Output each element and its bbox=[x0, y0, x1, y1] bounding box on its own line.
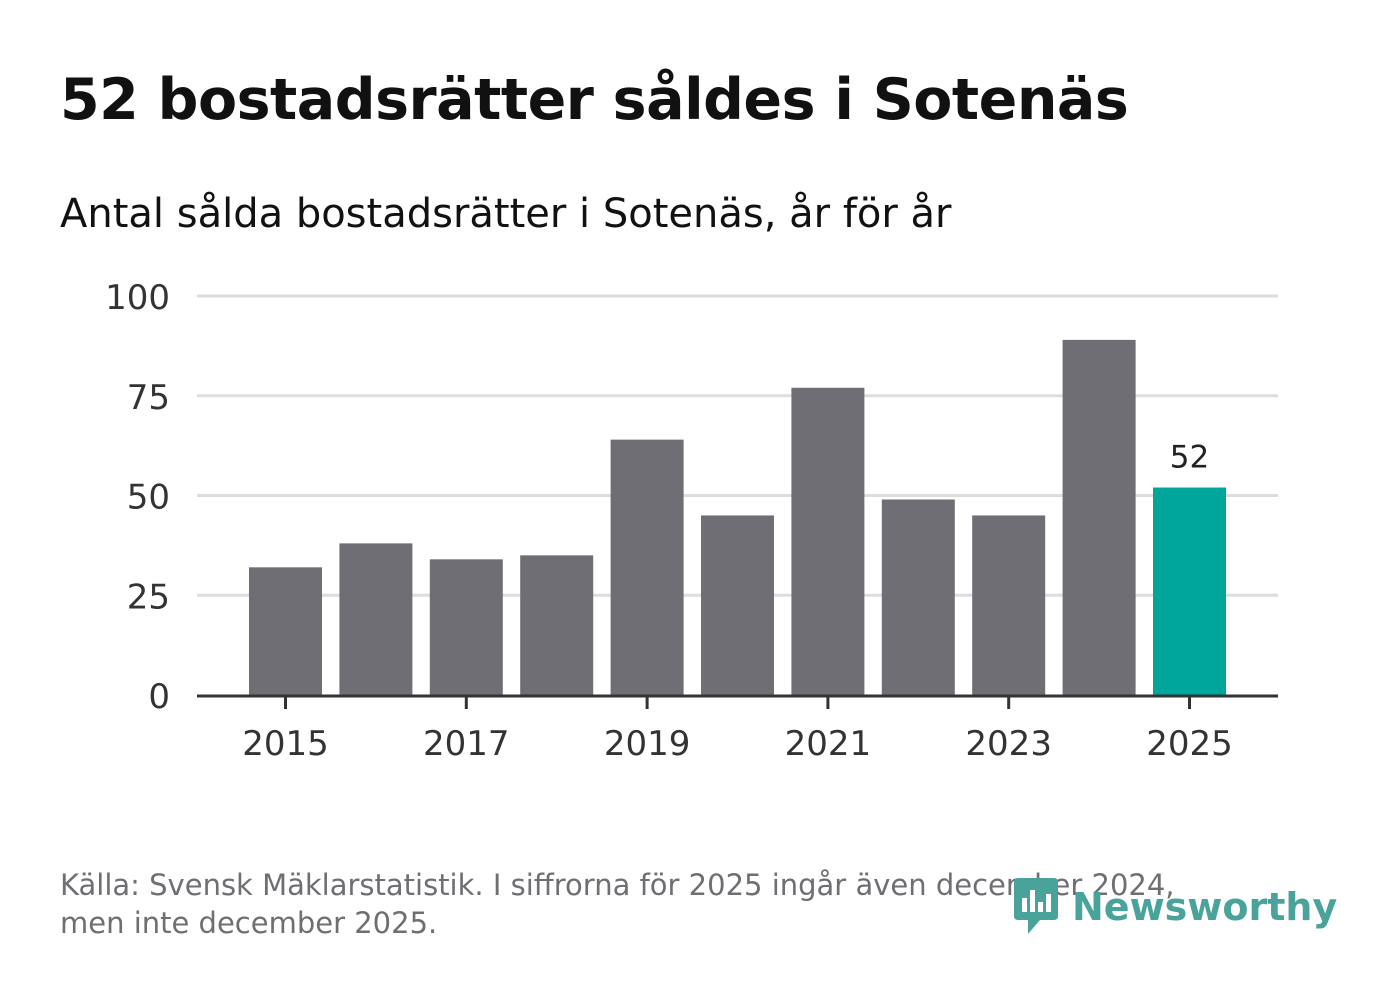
bar-2017 bbox=[429, 559, 503, 695]
bar-2021 bbox=[791, 387, 865, 695]
bars bbox=[249, 339, 1226, 695]
newsworthy-logo-icon bbox=[1014, 878, 1058, 934]
bar-2018 bbox=[520, 555, 594, 695]
bar-2015 bbox=[249, 567, 322, 695]
y-tick-label-25: 25 bbox=[127, 577, 170, 617]
y-tick-label-50: 50 bbox=[127, 478, 170, 518]
x-tick-label-2015: 2015 bbox=[242, 724, 329, 764]
x-axis: 2015 2017 2019 2021 2023 2025 bbox=[197, 694, 1278, 764]
data-label-2025: 52 bbox=[1170, 440, 1209, 476]
bar-2019 bbox=[610, 439, 684, 695]
x-tick-label-2019: 2019 bbox=[604, 724, 691, 764]
bar-2016 bbox=[339, 543, 413, 695]
y-tick-label-100: 100 bbox=[105, 278, 170, 318]
y-tick-label-0: 0 bbox=[148, 677, 170, 717]
x-tick-label-2025: 2025 bbox=[1146, 724, 1233, 764]
y-axis-ticks: 0 25 50 75 100 bbox=[105, 278, 170, 717]
bar-2024 bbox=[1062, 339, 1136, 695]
bar-2025 bbox=[1153, 487, 1226, 695]
bar-2022 bbox=[881, 499, 955, 695]
chart-subtitle: Antal sålda bostadsrätter i Sotenäs, år … bbox=[60, 191, 952, 237]
source-line-1: Källa: Svensk Mäklarstatistik. I siffror… bbox=[60, 868, 1175, 902]
bar-2020 bbox=[701, 515, 774, 695]
source-line-2: men inte december 2025. bbox=[60, 906, 438, 940]
brand-logo: Newsworthy bbox=[1010, 876, 1337, 938]
data-labels: 52 bbox=[1170, 440, 1209, 476]
bar-2023 bbox=[972, 515, 1046, 695]
x-tick-label-2021: 2021 bbox=[785, 724, 872, 764]
brand-name: Newsworthy bbox=[1072, 885, 1338, 929]
y-tick-label-75: 75 bbox=[127, 378, 170, 418]
chart-title: 52 bostadsrätter såldes i Sotenäs bbox=[60, 67, 1129, 133]
x-tick-label-2017: 2017 bbox=[423, 724, 510, 764]
source-note: Källa: Svensk Mäklarstatistik. I siffror… bbox=[60, 866, 1260, 942]
x-tick-label-2023: 2023 bbox=[965, 724, 1052, 764]
